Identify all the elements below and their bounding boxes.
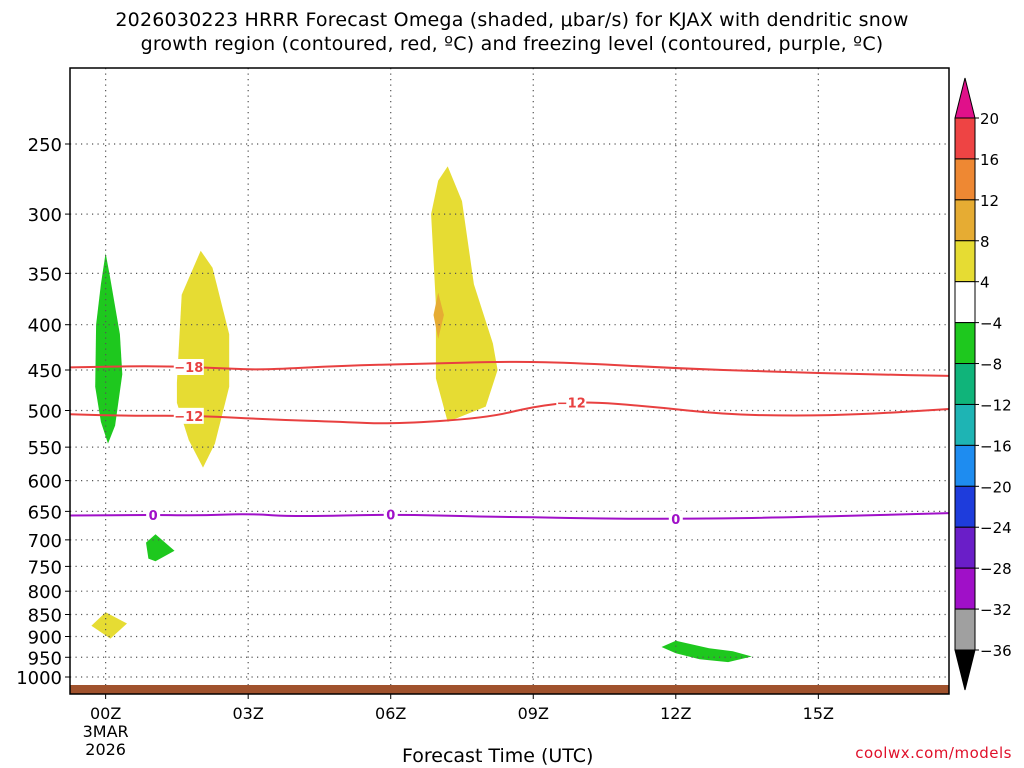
colorbar-bin-10 xyxy=(954,485,976,528)
x-tick-label-06z: 06Z xyxy=(375,704,406,723)
credit-text: coolwx.com/models xyxy=(855,744,1012,762)
y-tick-label-350: 350 xyxy=(28,264,62,285)
contour-label-freezing-3: 0 xyxy=(671,513,680,528)
y-tick-label-500: 500 xyxy=(28,402,62,423)
colorbar-bin-5 xyxy=(954,281,976,324)
colorbar-bottom-arrow xyxy=(954,649,976,691)
y-tick-label-900: 900 xyxy=(28,627,62,648)
colorbar-label-6: −4 xyxy=(980,315,1002,333)
y-tick-label-950: 950 xyxy=(28,648,62,669)
x-axis-label: Forecast Time (UTC) xyxy=(402,745,594,767)
colorbar-bin-9 xyxy=(954,444,976,487)
y-tick-label-450: 450 xyxy=(28,361,62,382)
colorbar-label-13: −32 xyxy=(980,601,1012,619)
colorbar-bin-6 xyxy=(954,322,976,365)
colorbar-label-4: 8 xyxy=(980,233,990,251)
x-tick-label-09z: 09Z xyxy=(518,704,549,723)
green-area-12z xyxy=(661,640,752,663)
orange-spot-07z xyxy=(433,292,444,339)
contour-label-freezing-1: 0 xyxy=(149,509,158,524)
colorbar-top-arrow xyxy=(954,77,976,119)
y-tick-label-300: 300 xyxy=(28,205,62,226)
x-tick-label-15z: 15Z xyxy=(803,704,834,723)
colorbar-label-5: 4 xyxy=(980,274,990,292)
x-date-label-1: 3MAR xyxy=(83,722,129,741)
y-tick-label-1000: 1000 xyxy=(16,668,62,689)
contour-label-minus12-b: −12 xyxy=(557,396,586,411)
title-line-2: growth region (contoured, red, ºC) and f… xyxy=(140,33,884,55)
chart-title: 2026030223 HRRR Forecast Omega (shaded, … xyxy=(0,8,1024,56)
contour-label-freezing-2-bg xyxy=(383,506,398,523)
y-tick-label-600: 600 xyxy=(28,472,62,493)
green-area-01z xyxy=(146,534,175,562)
colorbar-bin-8 xyxy=(954,403,976,446)
plot-frame xyxy=(69,67,950,695)
colorbar-label-8: −12 xyxy=(980,396,1012,414)
x-tick-label-12z: 12Z xyxy=(660,704,691,723)
colorbar-bin-7 xyxy=(954,363,976,405)
contour-label-freezing-3-bg xyxy=(668,510,683,527)
colorbar-label-11: −24 xyxy=(980,519,1012,537)
contour-label-minus18-bg xyxy=(173,358,204,375)
y-tick-label-700: 700 xyxy=(28,531,62,552)
contour-label-minus12-a-bg xyxy=(173,407,204,424)
contour-label-freezing-2: 0 xyxy=(386,508,395,523)
colorbar-bin-4 xyxy=(954,240,976,283)
colorbar-label-7: −8 xyxy=(980,356,1002,374)
colorbar-bin-3 xyxy=(954,199,976,242)
colorbar-bin-2 xyxy=(954,158,976,201)
colorbar-bin-1 xyxy=(954,117,976,160)
colorbar-label-3: 12 xyxy=(980,192,999,210)
y-tick-label-750: 750 xyxy=(28,557,62,578)
colorbar-label-12: −28 xyxy=(980,560,1012,578)
colorbar-bin-12 xyxy=(954,567,976,610)
yellow-area-07z xyxy=(431,166,498,422)
y-tick-label-400: 400 xyxy=(28,316,62,337)
colorbar-bin-11 xyxy=(954,526,976,569)
colorbar-label-10: −20 xyxy=(980,478,1012,496)
colorbar-label-9: −16 xyxy=(980,437,1012,455)
y-tick-label-850: 850 xyxy=(28,606,62,627)
colorbar-bin-13 xyxy=(954,608,976,651)
colorbar-label-14: −36 xyxy=(980,642,1012,660)
y-tick-label-800: 800 xyxy=(28,582,62,603)
y-tick-label-250: 250 xyxy=(28,135,62,156)
yellow-area-00z-low xyxy=(91,612,127,639)
y-tick-label-650: 650 xyxy=(28,502,62,523)
x-tick-label-00z: 00Z xyxy=(90,704,121,723)
contour-label-minus12-b-bg xyxy=(556,394,587,411)
ground-strip xyxy=(70,685,949,694)
contour-label-freezing-1-bg xyxy=(146,506,161,523)
contour-label-minus12-a: −12 xyxy=(174,410,203,425)
y-tick-label-550: 550 xyxy=(28,438,62,459)
contour-label-minus18: −18 xyxy=(174,361,203,376)
colorbar-label-2: 16 xyxy=(980,151,999,169)
x-date-label-2: 2026 xyxy=(85,740,126,759)
x-tick-label-03z: 03Z xyxy=(233,704,264,723)
colorbar-label-1: 20 xyxy=(980,110,999,128)
green-area-00z xyxy=(95,253,123,444)
title-line-1: 2026030223 HRRR Forecast Omega (shaded, … xyxy=(115,9,909,31)
